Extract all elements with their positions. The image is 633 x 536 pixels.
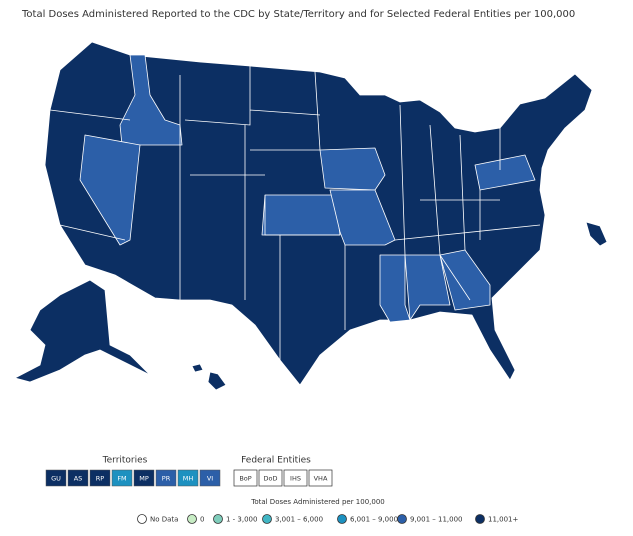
territory-button[interactable] [133,469,155,487]
territory-button[interactable] [45,469,67,487]
territory-button[interactable] [155,469,177,487]
federal-button[interactable] [258,469,283,487]
puerto-rico [585,221,608,247]
federal-button[interactable] [233,469,258,487]
state [474,154,536,191]
legend-swatch[interactable] [213,514,223,524]
federal-label: DoD [264,475,278,483]
legend-label: 0 [200,516,204,524]
title: Total Doses Administered Reported to the… [21,9,575,20]
state [329,189,396,246]
territory-button[interactable] [177,469,199,487]
legend-swatch[interactable] [397,514,407,524]
territory-button[interactable] [89,469,111,487]
territory-label: RP [96,475,105,483]
federal-title: Federal Entities [241,456,311,466]
territory-button[interactable] [67,469,89,487]
legend-swatch[interactable] [187,514,197,524]
state [261,194,341,236]
legend-label: 11,001+ [488,516,518,524]
federal-label: VHA [314,475,328,483]
territory-button[interactable] [111,469,133,487]
territory-label: VI [207,475,213,483]
state [404,254,451,321]
legend-label: No Data [150,516,178,524]
state [119,54,183,146]
controls: GU AS RP FM MP PR MH VI BoP DoD IHS VHA No Data 0 1 - … [45,469,518,524]
state [319,147,386,191]
legend-swatch[interactable] [475,514,485,524]
legend-label: 9,001 – 11,000 [410,516,462,524]
territory-button[interactable] [199,469,221,487]
alaska [14,279,151,383]
state [439,249,491,311]
legend-label: 1 - 3,000 [226,516,257,524]
legend-label: 3,001 – 6,000 [275,516,323,524]
hawaii [191,363,204,373]
territories-title: Territories [102,456,148,466]
federal-label: IHS [290,475,301,483]
us-map [14,41,608,391]
federal-label: BoP [239,475,251,483]
territory-label: FM [117,475,126,483]
legend-label: 6,001 – 9,000 [350,516,398,524]
territory-label: MP [139,475,149,483]
legend-swatch[interactable] [262,514,272,524]
hawaii [207,371,227,391]
federal-button[interactable] [283,469,308,487]
legend-swatch[interactable] [337,514,347,524]
territory-label: AS [74,475,83,483]
state [79,134,141,246]
territory-label: MH [183,475,194,483]
territory-label: PR [162,475,171,483]
legend-title: Total Doses Administered per 100,000 [250,498,385,506]
legend-swatch[interactable] [137,514,147,524]
territory-label: GU [51,475,61,483]
state-borders [49,66,541,360]
federal-button[interactable] [308,469,333,487]
